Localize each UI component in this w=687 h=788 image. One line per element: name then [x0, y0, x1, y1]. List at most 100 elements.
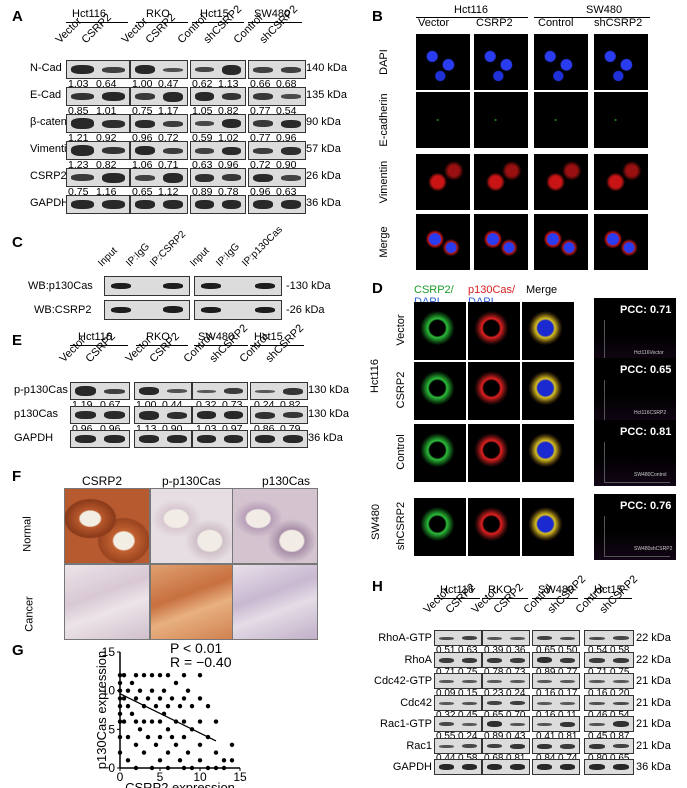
scatter-point-47 [165, 750, 171, 755]
e-kda-2: 36 kDa [308, 432, 343, 444]
scatter-point-58 [181, 719, 187, 724]
f-col-pp130cas: p-p130Cas [162, 474, 221, 488]
h-band-6-0 [439, 764, 454, 770]
a-kda-1: 135 kDa [306, 89, 347, 101]
h-band-4-4 [537, 723, 552, 726]
h-val-1-5: 0.77 [558, 666, 578, 678]
h-band-2-5 [560, 680, 575, 683]
h-val-2-5: 0.17 [558, 688, 578, 699]
panel-e-western-blot: Hct116 RKO SW480 Hct15 Vector CSRP2 Vector… [0, 322, 370, 470]
h-band-4-3 [510, 723, 525, 726]
a-band-4-0 [71, 174, 94, 181]
d-image-3-2 [522, 498, 574, 556]
e-blot-0-1 [134, 382, 192, 400]
a-band-1-0 [71, 93, 94, 100]
h-val-5-6: 0.80 [588, 752, 608, 764]
h-val-3-1: 0.45 [458, 709, 478, 721]
h-val-2-0: 0.09 [436, 688, 456, 699]
h-band-3-4 [537, 701, 552, 705]
scatter-point-24 [137, 727, 143, 732]
h-val-3-6: 0.46 [588, 709, 608, 721]
scatter-point-18 [133, 673, 139, 678]
c-lane-0: Input [96, 245, 120, 269]
h-blot-4-2 [532, 716, 580, 732]
y-tick-label-1: 5 [108, 722, 115, 736]
a-kda-2: 90 kDa [306, 116, 341, 128]
scatter-point-48 [165, 765, 171, 771]
f-image-1-1 [150, 564, 236, 640]
panel-label-d: D [372, 280, 383, 297]
h-band-4-6 [589, 723, 605, 726]
h-band-0-3 [510, 637, 525, 640]
scatter-point-51 [173, 680, 179, 686]
g-p-value: P < 0.01 [170, 640, 223, 656]
scatter-point-15 [125, 758, 131, 763]
scatter-point-65 [189, 765, 195, 771]
scatter-point-33 [149, 719, 155, 724]
h-kda-1: 22 kDa [636, 653, 671, 666]
a-band-2-4 [195, 121, 214, 126]
scatter-point-71 [205, 703, 211, 709]
scatter-point-40 [157, 734, 163, 740]
e-blot-2-1 [134, 430, 192, 448]
d-cell-hct116: Hct116 [369, 358, 382, 394]
d-image-1-1 [468, 362, 520, 420]
g-r-value: R = −0.40 [170, 654, 232, 670]
h-band-1-5 [560, 657, 575, 663]
a-blot-3-2 [190, 141, 246, 160]
h-blot-6-3 [584, 759, 634, 775]
h-blot-6-1 [482, 759, 530, 775]
a-blot-5-3 [248, 195, 306, 214]
h-row-name-2: Cdc42-GTP [374, 675, 433, 687]
b-image-1-1 [474, 92, 528, 148]
h-band-0-6 [589, 637, 605, 640]
a-band-2-6 [253, 120, 273, 127]
h-val-4-7: 0.87 [610, 731, 630, 742]
h-val-5-2: 0.68 [484, 752, 504, 764]
b-image-0-3 [594, 34, 648, 90]
e-lane-2: Vector [123, 334, 155, 365]
scatter-point-19 [133, 696, 139, 701]
h-band-6-3 [510, 764, 525, 770]
fit-line [119, 693, 217, 742]
h-blot-0-2 [532, 630, 580, 646]
scatter-point-34 [149, 765, 155, 771]
a-band-4-6 [253, 174, 273, 182]
d-col3: Merge [526, 284, 558, 296]
a-band-1-2 [135, 93, 155, 100]
h-kda-5: 21 kDa [636, 739, 671, 752]
h-val-4-4: 0.41 [536, 731, 556, 742]
h-band-6-1 [462, 764, 477, 770]
e-blot-0-0 [70, 382, 130, 400]
scatter-point-13 [125, 703, 131, 709]
b-row-0: DAPI [378, 49, 390, 75]
e-band-2-1 [104, 435, 125, 443]
h-band-5-3 [510, 743, 525, 749]
f-row-cancer: Cancer [23, 596, 36, 632]
e-kda-1: 130 kDa [308, 408, 349, 420]
e-blot-0-2 [192, 382, 248, 400]
e-blot-2-0 [70, 430, 130, 448]
h-band-0-4 [537, 636, 552, 640]
e-band-2-4 [197, 435, 216, 443]
scatter-point-44 [165, 673, 171, 678]
h-band-1-3 [510, 657, 525, 663]
b-col-control: Control [538, 17, 574, 29]
a-band-0-7 [281, 67, 301, 73]
panel-label-c: C [12, 234, 23, 251]
h-val-0-0: 0.51 [436, 645, 456, 656]
h-blot-1-0 [434, 651, 482, 668]
a-band-2-7 [281, 120, 301, 128]
h-val-3-7: 0.54 [610, 709, 630, 721]
e-band-0-2 [139, 387, 159, 395]
a-blot-5-2 [190, 195, 246, 214]
a-band-2-2 [135, 120, 155, 128]
scatter-point-74 [213, 750, 219, 755]
scatter-point-8 [117, 711, 123, 717]
cell-label-rko: RKO [146, 8, 170, 20]
a-band-0-1 [102, 67, 125, 73]
a-kda-0: 140 kDa [306, 62, 347, 74]
h-band-6-5 [560, 764, 575, 770]
scatter-point-80 [229, 758, 235, 763]
scatter-point-45 [165, 703, 171, 709]
